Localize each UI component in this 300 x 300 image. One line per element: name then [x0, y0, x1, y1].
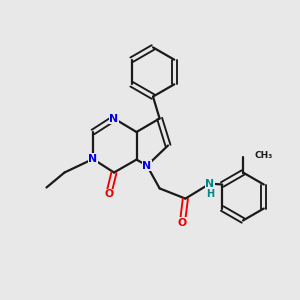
Text: O: O: [178, 218, 187, 228]
Text: N: N: [88, 154, 98, 164]
Text: CH₃: CH₃: [254, 151, 273, 160]
Text: N: N: [142, 160, 152, 171]
Text: O: O: [104, 189, 113, 200]
Text: N: N: [206, 178, 214, 189]
Text: H: H: [206, 189, 215, 199]
Text: N: N: [110, 113, 118, 124]
